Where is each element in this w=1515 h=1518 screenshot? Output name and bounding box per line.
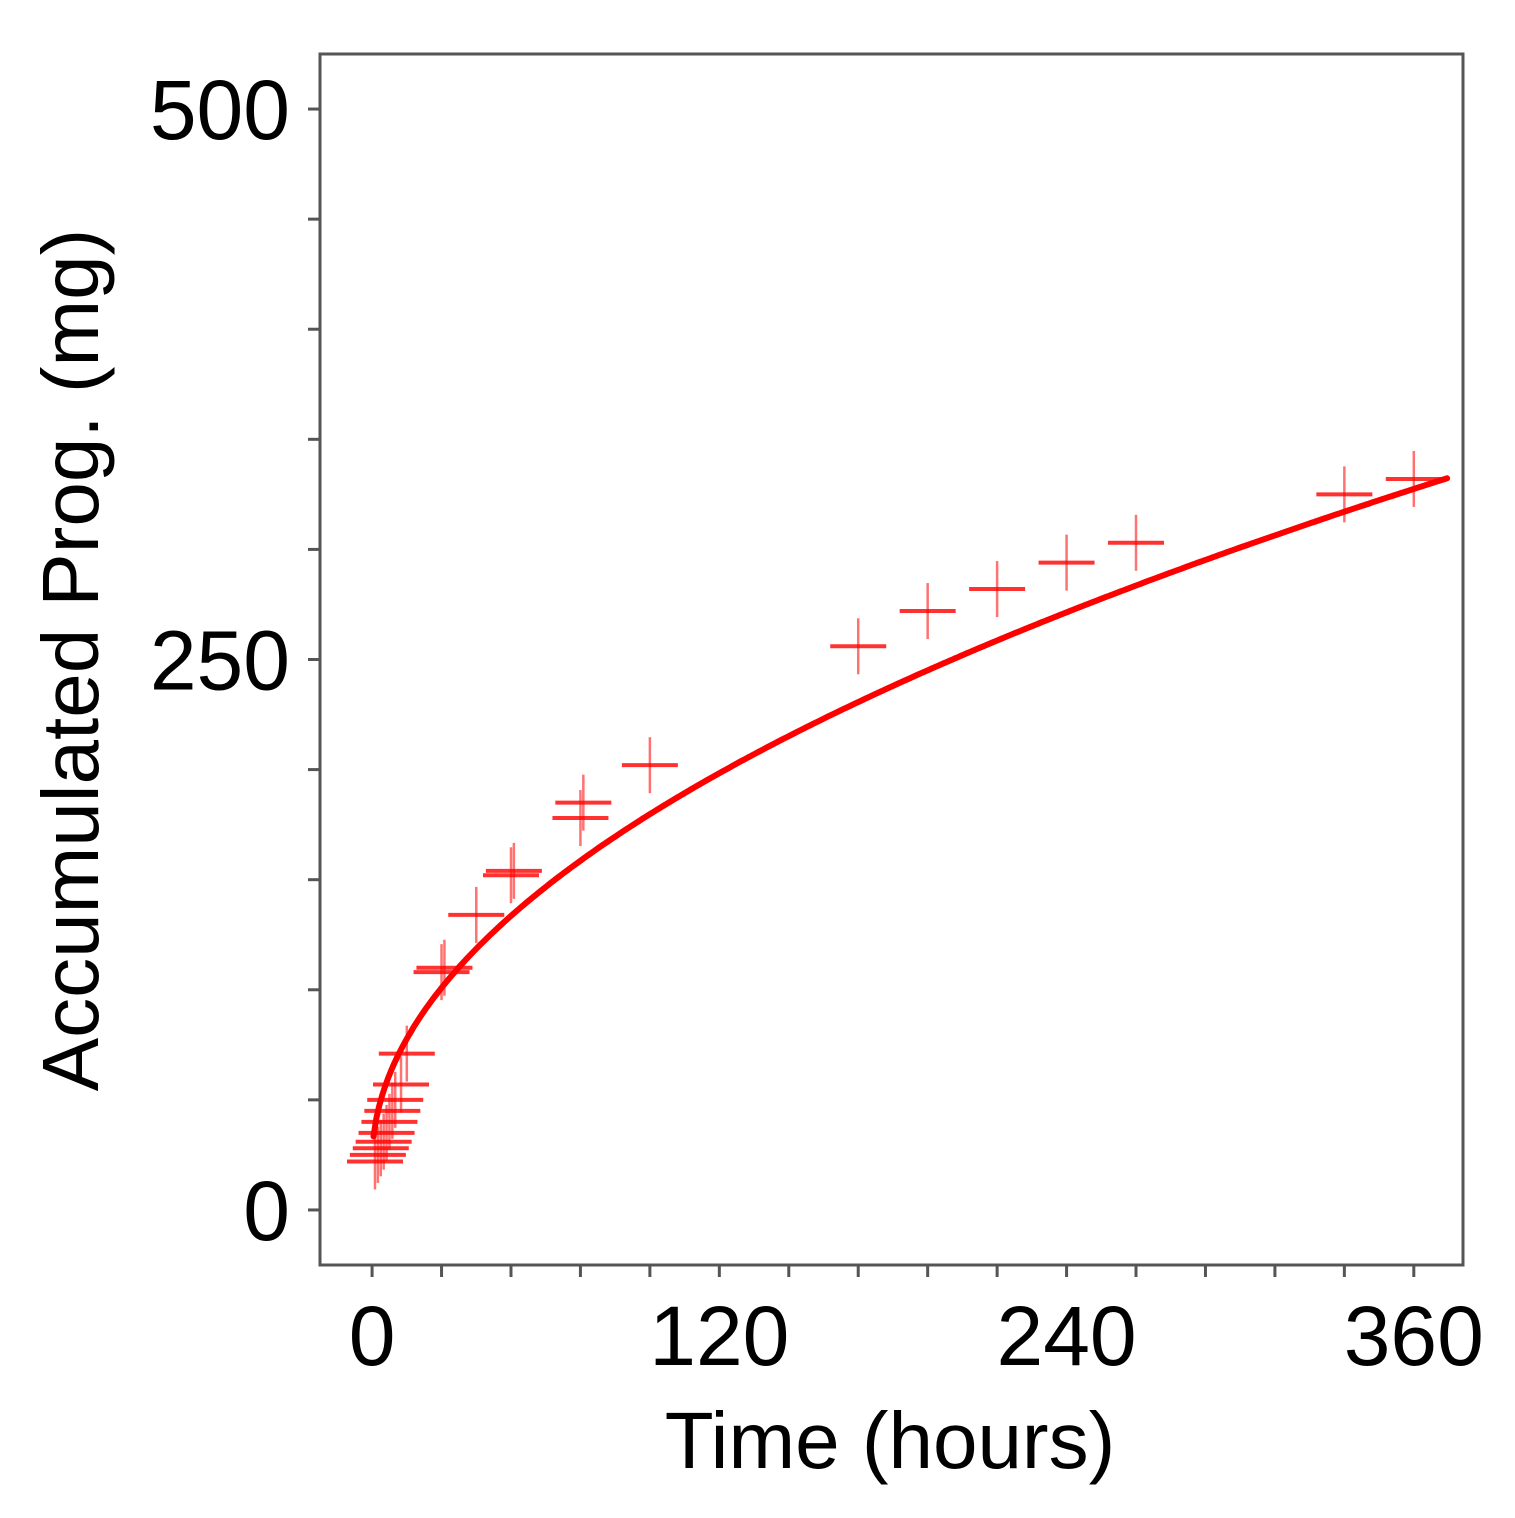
x-axis-ticks bbox=[370, 1265, 1416, 1277]
series-marker bbox=[349, 1126, 406, 1183]
y-axis-title: Accumulated Prog. (mg) bbox=[26, 229, 115, 1092]
y-tick-label: 0 bbox=[243, 1164, 290, 1258]
series-marker bbox=[482, 847, 539, 904]
series-marker bbox=[413, 944, 470, 1001]
series-marker bbox=[621, 737, 678, 794]
series-marker bbox=[485, 842, 542, 899]
y-tick-label: 500 bbox=[150, 63, 290, 157]
series-marker bbox=[367, 1071, 424, 1128]
y-axis-ticks bbox=[308, 107, 320, 1212]
series-marker bbox=[416, 939, 473, 996]
series-marker bbox=[1108, 514, 1165, 571]
series-marker bbox=[361, 1093, 418, 1150]
series-marker bbox=[969, 561, 1026, 618]
series-marker bbox=[364, 1082, 421, 1139]
series-marker bbox=[448, 886, 505, 943]
series-marker bbox=[373, 1056, 430, 1113]
series-fitted-line bbox=[370, 475, 1451, 1140]
series-marker bbox=[830, 618, 887, 675]
series-marker bbox=[1038, 534, 1095, 591]
series-marker bbox=[358, 1104, 415, 1161]
series-marker bbox=[1385, 450, 1442, 507]
y-tick-label: 250 bbox=[150, 614, 290, 708]
series-marker bbox=[899, 583, 956, 640]
x-tick-label: 120 bbox=[649, 1289, 789, 1383]
series-marker bbox=[552, 790, 609, 847]
x-tick-label: 240 bbox=[996, 1289, 1136, 1383]
x-axis-tick-labels: 0 120 240 360 bbox=[349, 1289, 1484, 1383]
series-marker bbox=[1316, 466, 1373, 523]
x-tick-label: 0 bbox=[349, 1289, 396, 1383]
series-marker bbox=[352, 1120, 409, 1177]
series-marker bbox=[378, 1025, 435, 1082]
plot-frame bbox=[318, 52, 1465, 1267]
x-axis-title: Time (hours) bbox=[665, 1396, 1115, 1485]
y-axis-tick-labels: 0 250 500 bbox=[150, 63, 290, 1258]
x-tick-label: 360 bbox=[1344, 1289, 1484, 1383]
series-marker bbox=[555, 774, 612, 831]
series-layer bbox=[346, 450, 1451, 1190]
